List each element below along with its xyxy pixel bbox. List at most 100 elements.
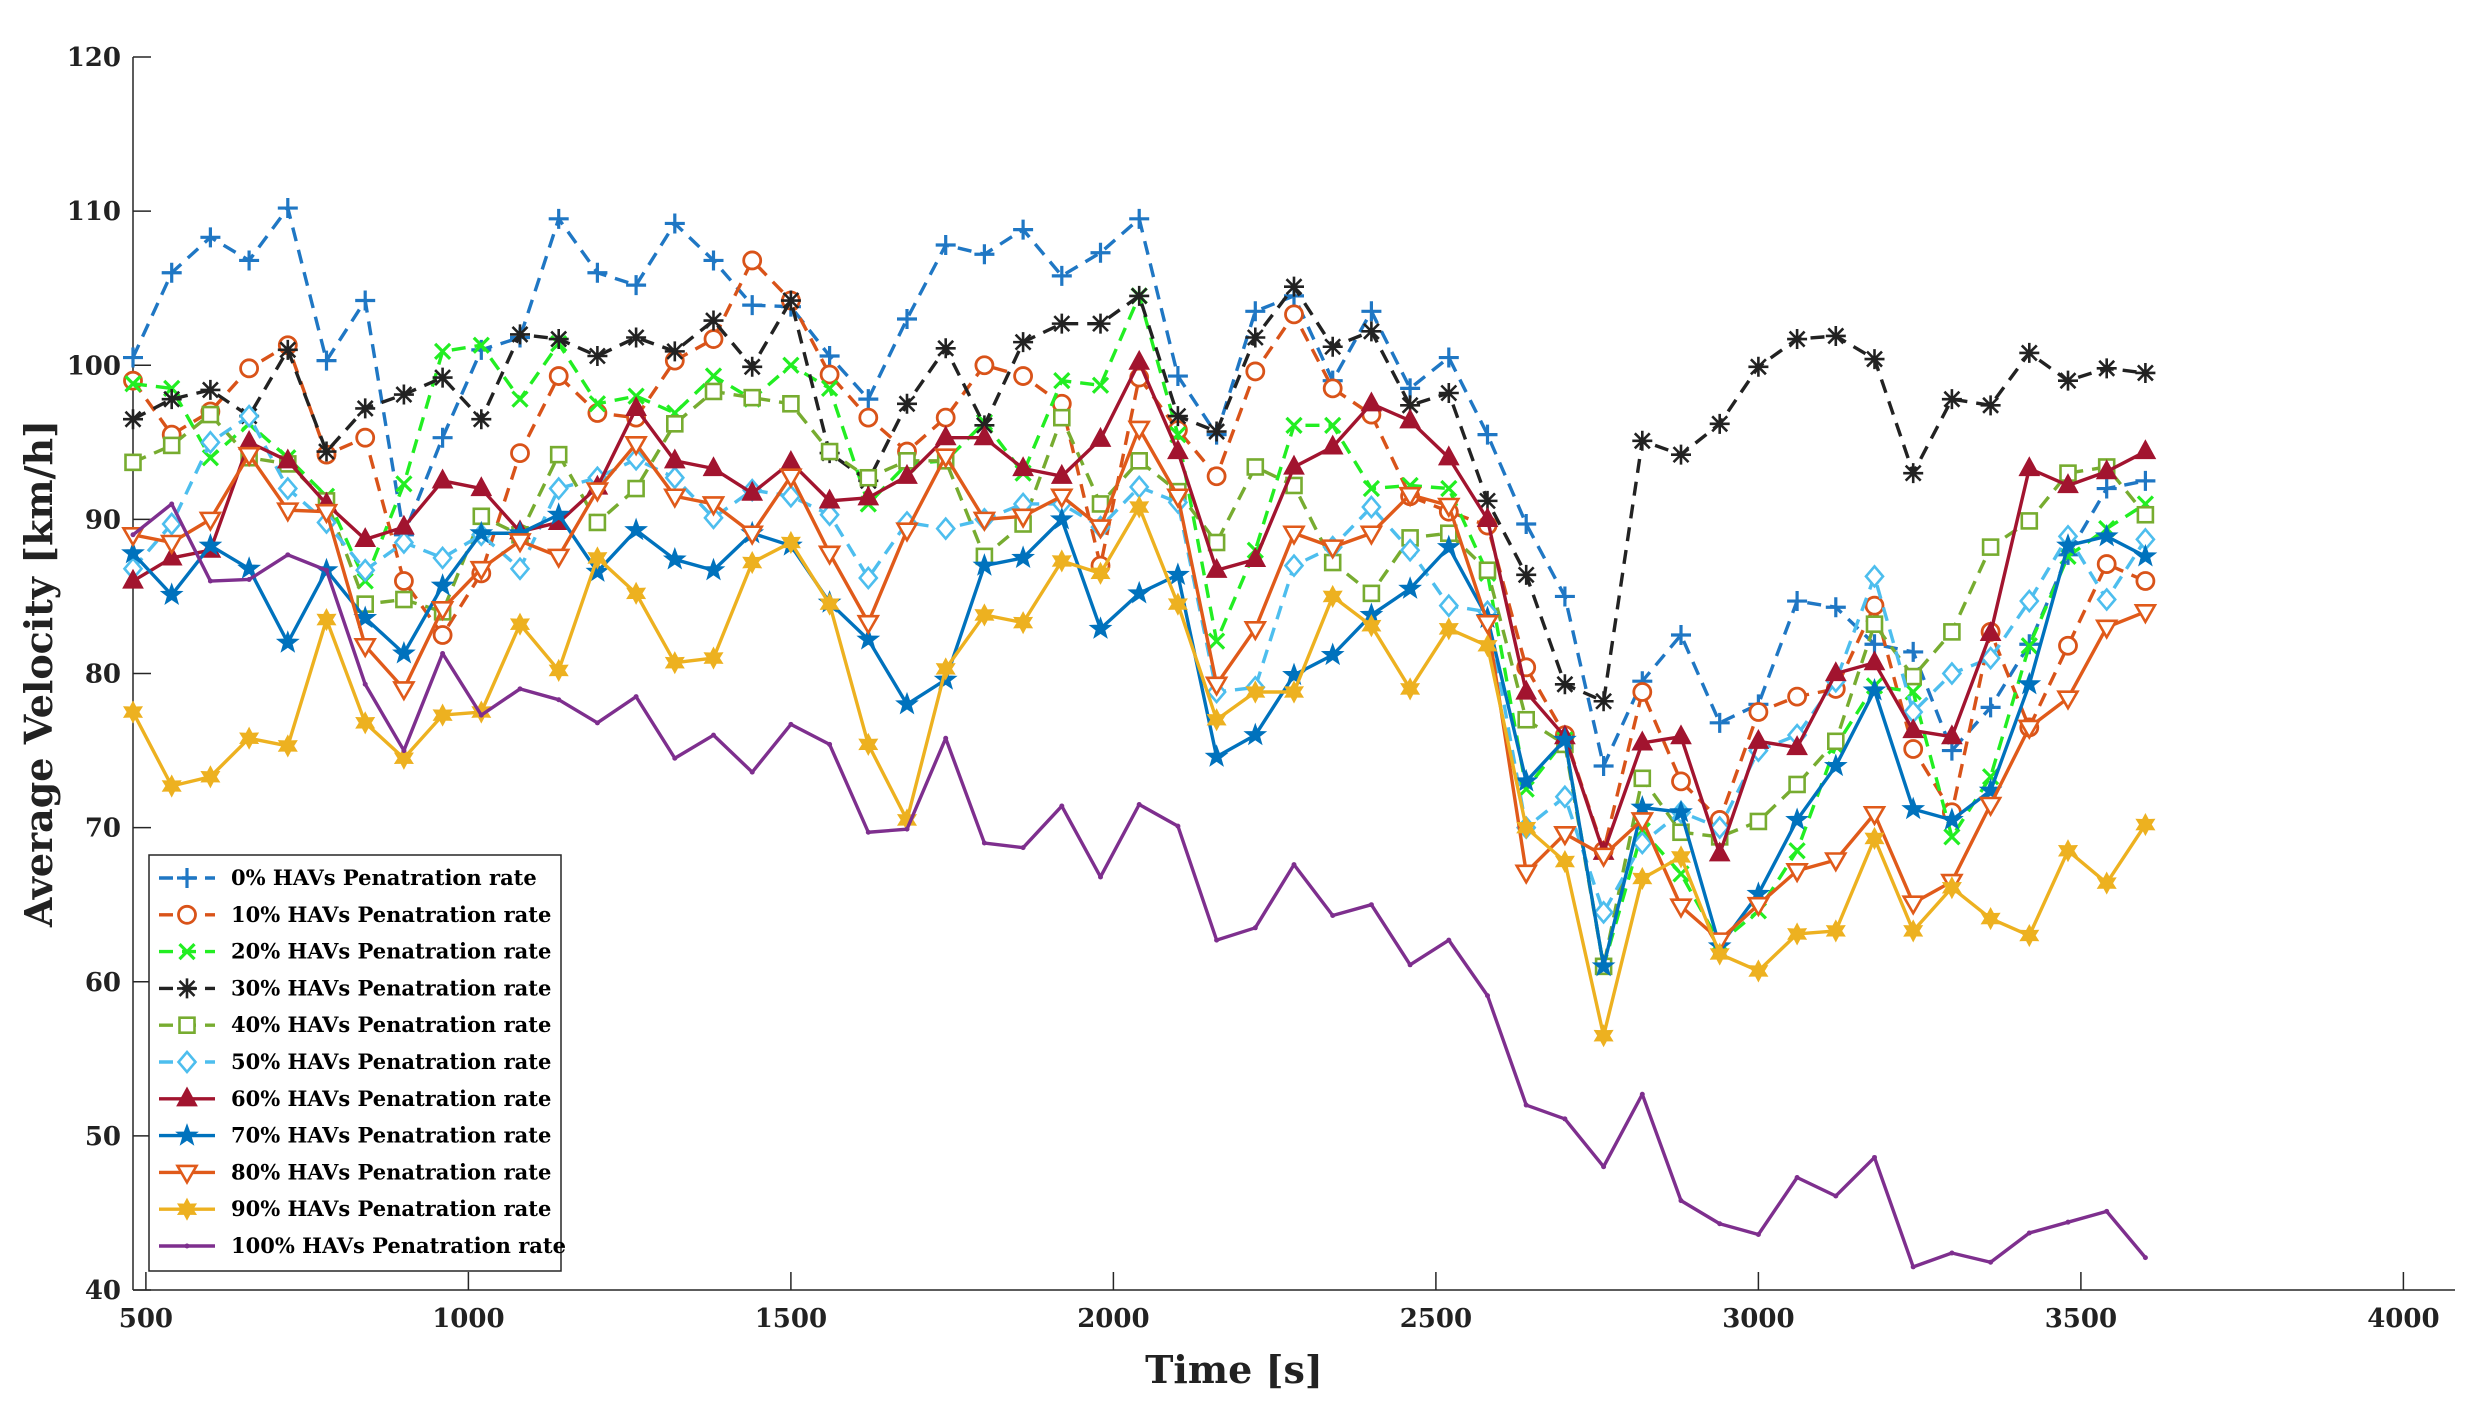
data-point — [1669, 898, 1693, 919]
data-point — [1980, 697, 2001, 718]
data-point — [159, 534, 184, 556]
data-point — [1053, 408, 1071, 427]
data-point — [1207, 632, 1226, 650]
data-point — [664, 651, 685, 675]
data-point — [788, 721, 794, 727]
data-point — [161, 511, 182, 537]
data-point — [1475, 614, 1500, 636]
data-point — [509, 556, 531, 581]
data-point — [1980, 395, 2001, 416]
data-point — [432, 545, 453, 570]
series-line — [132, 284, 2146, 703]
data-point — [1747, 729, 1770, 749]
data-point — [664, 465, 686, 490]
data-point — [354, 527, 377, 548]
data-point — [672, 755, 678, 761]
data-point — [1359, 525, 1384, 546]
legend: 0% HAVs Penatration rate 10% HAVs Penatra… — [148, 854, 566, 1272]
data-point — [1748, 356, 1769, 377]
data-point — [200, 227, 221, 248]
data-point — [1090, 242, 1111, 263]
data-point — [511, 390, 529, 408]
legend-label: 90% HAVs Penatration rate — [231, 1196, 551, 1221]
data-point — [1090, 313, 1111, 334]
data-point — [1330, 912, 1336, 918]
data-point — [819, 592, 840, 616]
data-point — [1322, 336, 1343, 357]
data-point — [1130, 452, 1148, 470]
data-point — [200, 379, 221, 400]
legend-entry: 20% HAVs Penatration rate — [159, 939, 551, 964]
data-point — [1206, 466, 1227, 487]
data-point — [1941, 389, 1962, 410]
data-point — [1437, 497, 1461, 519]
data-point — [1059, 803, 1065, 809]
data-point — [1787, 922, 1808, 946]
data-point — [626, 327, 647, 348]
y-tick-label: 100 — [67, 351, 121, 381]
data-point — [2020, 637, 2038, 655]
data-point — [1709, 942, 1730, 966]
data-point — [1787, 329, 1808, 350]
data-point — [820, 442, 839, 461]
data-point — [517, 686, 523, 692]
data-point — [246, 576, 252, 582]
data-point — [355, 290, 376, 311]
y-tick-label: 90 — [85, 505, 121, 535]
data-point — [1632, 430, 1653, 451]
data-point — [865, 829, 871, 835]
data-point — [510, 443, 530, 464]
data-point — [1825, 919, 1846, 943]
data-point — [1438, 347, 1459, 368]
data-point — [1669, 799, 1693, 823]
data-point — [703, 250, 724, 271]
data-point — [1204, 744, 1229, 767]
data-point — [819, 346, 840, 367]
data-point — [782, 394, 800, 413]
data-point — [201, 405, 220, 424]
data-point — [2096, 358, 2117, 379]
data-point — [626, 275, 647, 296]
data-point — [1400, 677, 1421, 701]
data-point — [1011, 545, 1035, 569]
data-point — [904, 826, 910, 832]
data-point — [1593, 1024, 1614, 1048]
data-point — [703, 505, 724, 530]
data-point — [510, 324, 530, 345]
data-point — [2065, 1219, 2071, 1225]
data-point — [198, 533, 223, 556]
legend-entry: 30% HAVs Penatration rate — [159, 975, 551, 1000]
data-point — [316, 441, 337, 462]
data-point — [431, 468, 454, 489]
legend-entry: 40% HAVs Penatration rate — [159, 1012, 551, 1037]
data-point — [1166, 488, 1190, 509]
data-point — [1013, 366, 1033, 386]
data-point — [2136, 505, 2155, 524]
data-point — [1051, 549, 1072, 573]
legend-marker — [176, 1197, 198, 1221]
data-point — [1246, 458, 1265, 476]
data-point — [1941, 724, 1963, 745]
data-point — [1407, 962, 1413, 968]
legend-marker — [177, 978, 197, 999]
data-point — [1438, 617, 1459, 641]
data-point — [1823, 753, 1848, 777]
data-point — [856, 614, 881, 636]
data-point — [1206, 708, 1227, 732]
data-point — [1523, 1102, 1529, 1108]
data-point — [625, 396, 647, 417]
data-point — [780, 290, 801, 311]
data-point — [1175, 823, 1181, 829]
data-point — [1252, 925, 1258, 931]
data-point — [943, 735, 949, 741]
data-point — [1399, 408, 1421, 429]
data-point — [123, 347, 143, 368]
data-point — [1283, 680, 1305, 704]
data-point — [432, 703, 453, 727]
legend-label: 20% HAVs Penatration rate — [231, 939, 551, 964]
data-point — [355, 427, 376, 448]
data-point — [1091, 376, 1110, 394]
data-point — [624, 436, 648, 457]
data-point — [1476, 507, 1499, 527]
data-point — [1639, 1091, 1645, 1097]
